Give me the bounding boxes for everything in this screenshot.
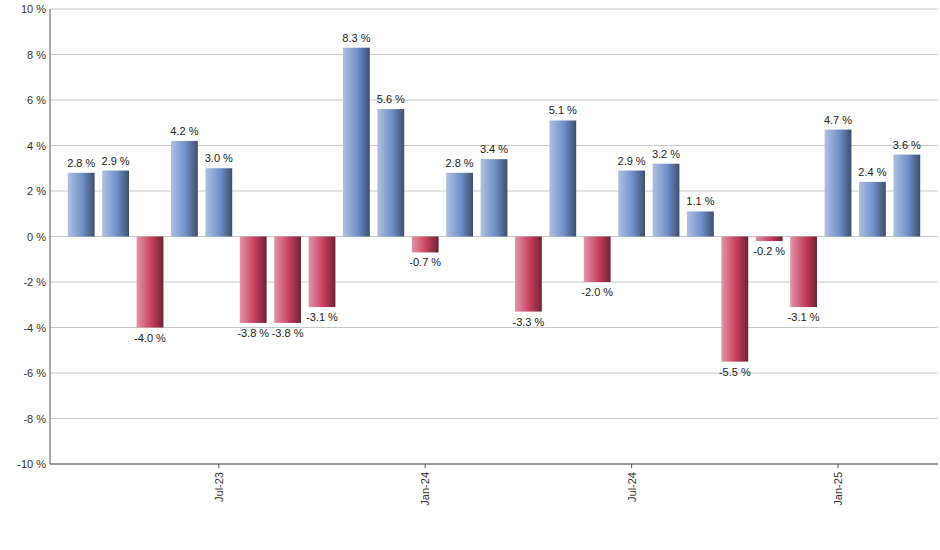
data-label: -3.1 % bbox=[788, 311, 820, 323]
x-tick-label: Jan-24 bbox=[419, 472, 431, 506]
bar bbox=[343, 48, 370, 237]
grid-line bbox=[50, 418, 938, 419]
data-label: -4.0 % bbox=[134, 332, 166, 344]
data-label: 3.0 % bbox=[205, 152, 233, 164]
data-label: -3.1 % bbox=[306, 311, 338, 323]
bar bbox=[240, 237, 267, 323]
bar bbox=[515, 237, 542, 312]
bar bbox=[205, 168, 232, 236]
bar bbox=[377, 109, 404, 236]
data-label: 4.2 % bbox=[170, 125, 198, 137]
grid-line bbox=[50, 373, 938, 374]
x-axis bbox=[50, 464, 938, 465]
bar bbox=[584, 237, 611, 283]
data-label: 2.9 % bbox=[102, 155, 130, 167]
data-label: -3.8 % bbox=[237, 327, 269, 339]
data-label: -3.8 % bbox=[272, 327, 304, 339]
y-tick-label: 10 % bbox=[21, 3, 46, 15]
data-label: 2.4 % bbox=[858, 166, 886, 178]
bar bbox=[446, 173, 473, 237]
grid-line bbox=[50, 464, 938, 465]
y-tick-label: -2 % bbox=[23, 276, 46, 288]
data-label: 2.8 % bbox=[446, 157, 474, 169]
data-label: 3.6 % bbox=[893, 139, 921, 151]
data-label: -2.0 % bbox=[581, 286, 613, 298]
grid-line bbox=[50, 9, 938, 10]
bar bbox=[102, 171, 129, 237]
y-axis bbox=[50, 9, 51, 464]
bar bbox=[721, 237, 748, 362]
x-tick bbox=[425, 464, 426, 468]
y-tick-label: -10 % bbox=[17, 458, 46, 470]
y-tick-label: 2 % bbox=[27, 185, 46, 197]
bar bbox=[653, 164, 680, 237]
bar bbox=[687, 211, 714, 236]
x-tick-label: Jul-23 bbox=[213, 472, 225, 502]
bar bbox=[825, 130, 852, 237]
bar bbox=[618, 171, 645, 237]
bar bbox=[859, 182, 886, 237]
data-label: 5.1 % bbox=[549, 104, 577, 116]
data-label: 8.3 % bbox=[342, 32, 370, 44]
bar bbox=[171, 141, 198, 237]
grid-line bbox=[50, 327, 938, 328]
data-label: 5.6 % bbox=[377, 93, 405, 105]
x-tick-label: Jul-24 bbox=[626, 472, 638, 502]
x-tick bbox=[218, 464, 219, 468]
y-tick-label: -8 % bbox=[23, 413, 46, 425]
grid-line bbox=[50, 100, 938, 101]
data-label: 3.2 % bbox=[652, 148, 680, 160]
data-label: 3.4 % bbox=[480, 143, 508, 155]
bar bbox=[412, 237, 439, 253]
data-label: -0.2 % bbox=[753, 245, 785, 257]
data-label: 2.8 % bbox=[67, 157, 95, 169]
x-tick bbox=[631, 464, 632, 468]
data-label: 2.9 % bbox=[618, 155, 646, 167]
bar bbox=[756, 237, 783, 242]
bars bbox=[68, 48, 920, 362]
data-label: 1.1 % bbox=[686, 195, 714, 207]
bar bbox=[137, 237, 164, 328]
x-tick-label: Jan-25 bbox=[832, 472, 844, 506]
chart: -10 % -8 % -6 % -4 % -2 % 0 % 2 % 4 % 6 % 8 % 10 %… bbox=[0, 0, 940, 550]
data-label: -5.5 % bbox=[719, 366, 751, 378]
data-label: -0.7 % bbox=[409, 256, 441, 268]
y-tick-label: 0 % bbox=[27, 231, 46, 243]
grid-line bbox=[50, 54, 938, 55]
bar bbox=[68, 173, 95, 237]
bar bbox=[481, 159, 508, 236]
bar bbox=[790, 237, 817, 308]
x-tick bbox=[838, 464, 839, 468]
bar bbox=[893, 155, 920, 237]
y-tick-label: -4 % bbox=[23, 322, 46, 334]
bar bbox=[309, 237, 336, 308]
bar bbox=[274, 237, 301, 323]
y-tick-label: -6 % bbox=[23, 367, 46, 379]
y-tick-label: 6 % bbox=[27, 94, 46, 106]
y-tick-label: 8 % bbox=[27, 49, 46, 61]
data-label: -3.3 % bbox=[513, 316, 545, 328]
bar bbox=[549, 120, 576, 236]
y-tick-label: 4 % bbox=[27, 140, 46, 152]
data-label: 4.7 % bbox=[824, 114, 852, 126]
